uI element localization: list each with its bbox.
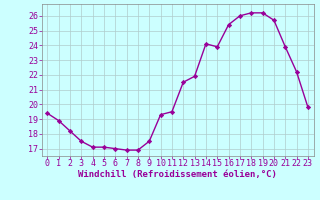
X-axis label: Windchill (Refroidissement éolien,°C): Windchill (Refroidissement éolien,°C): [78, 170, 277, 179]
